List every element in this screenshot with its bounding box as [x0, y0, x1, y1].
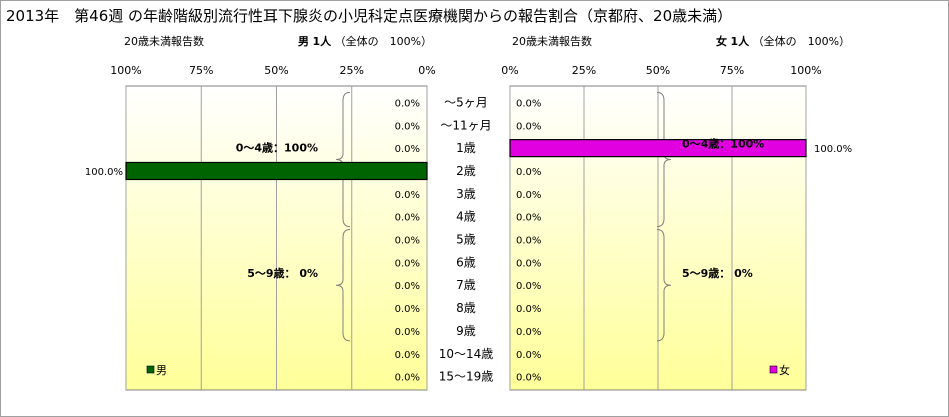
female-legend-swatch: [769, 365, 778, 374]
right-age-group-label: 5～9歳： 0%: [682, 266, 753, 280]
male-legend-swatch: [146, 365, 155, 374]
female-data-label: 0.0%: [516, 190, 541, 201]
female-data-label: 0.0%: [516, 281, 541, 292]
left-x-tick-label: 0%: [418, 64, 435, 77]
female-data-label: 0.0%: [516, 327, 541, 338]
right-age-group-brace: [656, 229, 672, 342]
left-header-label: 20歳未満報告数: [124, 35, 204, 48]
right-header-sex-count: 女 1人 （全体の 100%）: [716, 33, 850, 49]
category-label: 3歳: [456, 187, 476, 201]
category-label: 2歳: [456, 164, 476, 178]
left-age-group-label: 0～4歳：100%: [236, 141, 318, 155]
female-data-label: 0.0%: [516, 167, 541, 178]
female-legend-label: 女: [779, 363, 790, 377]
female-data-label: 0.0%: [516, 213, 541, 224]
male-data-label: 0.0%: [395, 304, 420, 315]
male-data-label: 0.0%: [395, 236, 420, 247]
left-x-tick-label: 100%: [110, 64, 141, 77]
left-age-group-label: 5～9歳： 0%: [247, 266, 318, 280]
left-header-sex-count: 男 1人 （全体の 100%）: [298, 33, 432, 49]
male-data-label: 0.0%: [395, 373, 420, 384]
category-label: ～11ヶ月: [440, 118, 491, 132]
female-data-label: 0.0%: [516, 350, 541, 361]
right-header-sex: 女: [716, 35, 727, 48]
right-header-label: 20歳未満報告数: [512, 35, 592, 48]
left-header-total: （全体の 100%）: [334, 35, 433, 48]
category-label: 10～14歳: [439, 347, 494, 361]
male-data-label: 100.0%: [85, 167, 123, 178]
category-label: 7歳: [456, 278, 476, 292]
female-data-label: 0.0%: [516, 121, 541, 132]
male-data-label: 0.0%: [395, 281, 420, 292]
category-label: 8歳: [456, 301, 476, 315]
left-header-sex: 男: [298, 35, 309, 48]
left-x-tick-label: 50%: [264, 64, 288, 77]
female-bar: [509, 139, 807, 158]
female-data-label: 0.0%: [516, 373, 541, 384]
category-label: ～5ヶ月: [444, 95, 488, 109]
right-x-tick-label: 100%: [790, 64, 821, 77]
chart-title: 2013年 第46週 の年齢階級別流行性耳下腺炎の小児科定点医療機関からの報告割…: [6, 7, 733, 25]
right-x-tick-label: 25%: [572, 64, 596, 77]
male-bar: [125, 161, 428, 181]
female-data-label: 0.0%: [516, 258, 541, 269]
category-label: 5歳: [456, 233, 476, 247]
male-data-label: 0.0%: [395, 327, 420, 338]
female-data-label: 100.0%: [814, 144, 852, 155]
right-x-tick-label: 0%: [501, 64, 518, 77]
category-label: 4歳: [456, 210, 476, 224]
left-header-count: 1人: [312, 35, 332, 48]
right-age-group-brace: [656, 91, 672, 228]
male-legend-label: 男: [156, 364, 167, 377]
male-data-label: 0.0%: [395, 121, 420, 132]
female-data-label: 0.0%: [516, 98, 541, 109]
category-label: 1歳: [456, 141, 476, 155]
right-x-tick-label: 75%: [720, 64, 744, 77]
male-data-label: 0.0%: [395, 258, 420, 269]
male-data-label: 0.0%: [395, 144, 420, 155]
male-data-label: 0.0%: [395, 190, 420, 201]
male-data-label: 0.0%: [395, 213, 420, 224]
category-label: 9歳: [456, 324, 476, 338]
category-label: 15～19歳: [439, 370, 494, 384]
left-x-tick-label: 25%: [340, 64, 364, 77]
male-data-label: 0.0%: [395, 98, 420, 109]
male-data-label: 0.0%: [395, 350, 420, 361]
left-age-group-brace: [335, 229, 351, 342]
right-age-group-label: 0～4歳：100%: [682, 137, 764, 151]
right-header-count: 1人: [730, 35, 750, 48]
right-x-tick-label: 50%: [646, 64, 670, 77]
female-data-label: 0.0%: [516, 236, 541, 247]
female-data-label: 0.0%: [516, 304, 541, 315]
category-label: 6歳: [456, 255, 476, 269]
left-age-group-brace: [335, 91, 351, 228]
right-header-total: （全体の 100%）: [752, 35, 851, 48]
left-x-tick-label: 75%: [189, 64, 213, 77]
